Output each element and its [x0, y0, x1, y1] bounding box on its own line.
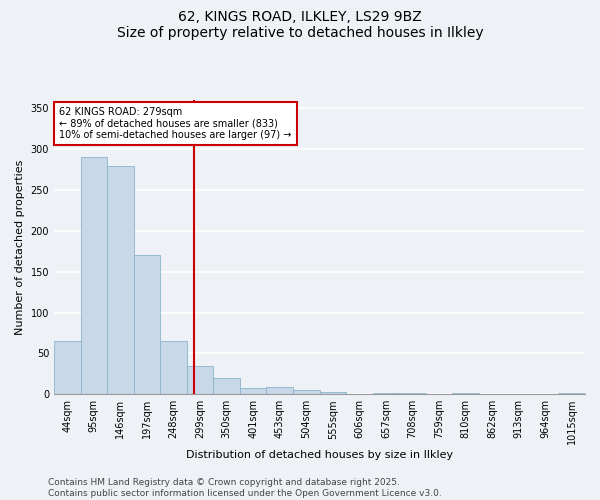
Bar: [293, 390, 320, 394]
Bar: [107, 166, 134, 394]
Text: 62 KINGS ROAD: 279sqm
← 89% of detached houses are smaller (833)
10% of semi-det: 62 KINGS ROAD: 279sqm ← 89% of detached …: [59, 106, 292, 140]
Bar: [54, 341, 80, 394]
Y-axis label: Number of detached properties: Number of detached properties: [15, 160, 25, 335]
Bar: [80, 158, 107, 394]
Bar: [266, 387, 293, 394]
Bar: [187, 366, 214, 394]
Bar: [320, 392, 346, 394]
Bar: [240, 388, 266, 394]
X-axis label: Distribution of detached houses by size in Ilkley: Distribution of detached houses by size …: [186, 450, 453, 460]
Bar: [214, 378, 240, 394]
Text: Contains HM Land Registry data © Crown copyright and database right 2025.
Contai: Contains HM Land Registry data © Crown c…: [48, 478, 442, 498]
Text: 62, KINGS ROAD, ILKLEY, LS29 9BZ
Size of property relative to detached houses in: 62, KINGS ROAD, ILKLEY, LS29 9BZ Size of…: [116, 10, 484, 40]
Bar: [399, 392, 426, 394]
Bar: [160, 341, 187, 394]
Bar: [134, 256, 160, 394]
